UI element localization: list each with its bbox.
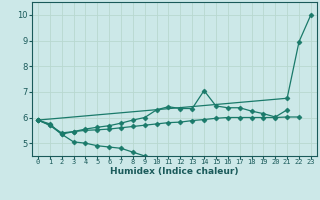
X-axis label: Humidex (Indice chaleur): Humidex (Indice chaleur) bbox=[110, 167, 239, 176]
